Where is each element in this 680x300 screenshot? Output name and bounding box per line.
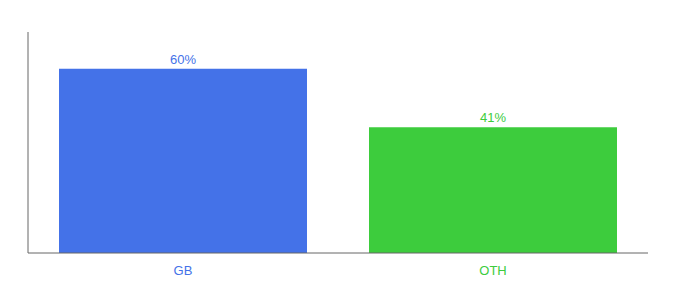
svg-text:OTH: OTH <box>479 263 506 278</box>
svg-text:60%: 60% <box>170 52 196 67</box>
svg-text:41%: 41% <box>480 110 506 125</box>
svg-text:GB: GB <box>174 263 193 278</box>
